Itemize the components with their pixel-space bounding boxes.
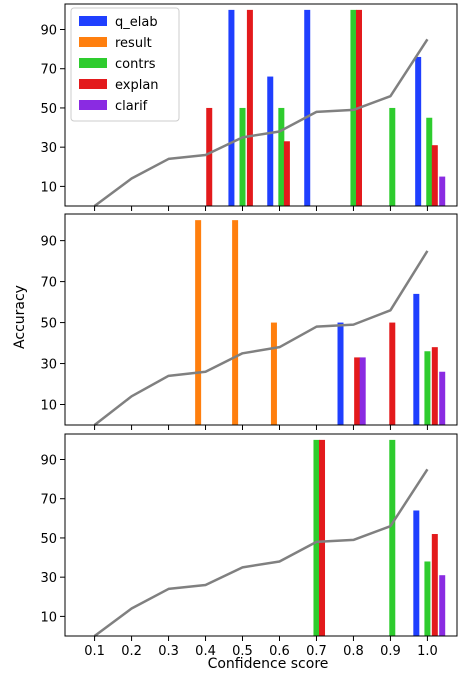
panel-2: 10 30 50 70 90 [40,213,458,430]
x-axis-label: Confidence score [208,656,329,672]
x-tick-label: 0.4 [195,644,216,659]
y-tick-label: 30 [40,358,57,373]
x-tick-label: 0.8 [343,644,364,659]
bar-result [232,220,239,425]
bar-contrs [424,351,431,425]
y-tick-label: 30 [40,141,57,156]
x-tick-label: 0.6 [269,644,290,659]
legend-box [70,7,180,122]
y-tick-label: 90 [40,23,57,38]
plot-frame [64,433,458,637]
bar-q_elab [337,322,344,425]
bar-clarif [359,357,366,425]
accuracy-line [93,38,429,208]
x-tick-label: 0.9 [380,644,401,659]
panel-1: 10 30 50 70 90 [40,3,458,211]
x-tick-label: 1.0 [417,644,438,659]
x-tick-label: 0.5 [232,644,253,659]
bar-contrs [389,439,396,636]
bar-clarif [439,575,446,636]
bar-explan [431,145,438,206]
y-tick-label: 30 [40,571,57,586]
legend-label-result: result [115,36,152,51]
legend-label-explan: explan [115,78,159,93]
legend-swatch-clarif [79,100,107,110]
x-tick-label: 0.1 [84,644,105,659]
y-tick-label: 70 [40,493,57,508]
panels-layer: 10 30 50 70 90 10 30 50 70 90 10 30 50 70 90 0.1 0.2 0.3 0… [40,3,458,659]
y-tick-label: 90 [40,453,57,468]
bar-contrs [313,439,320,636]
legend-label-clarif: clarif [115,99,148,114]
bar-explan [283,141,290,206]
legend-swatch-q_elab [79,16,107,26]
bar-q_elab [413,293,420,425]
bar-explan [246,9,253,206]
bar-explan [431,534,438,636]
bar-q_elab [267,76,274,206]
bar-contrs [350,9,357,206]
bar-explan [354,357,361,425]
bar-result [195,220,202,425]
y-tick-label: 10 [40,180,57,195]
bar-explan [431,347,438,425]
y-tick-label: 10 [40,399,57,414]
bar-contrs [278,107,285,206]
bar-explan [319,439,326,636]
y-tick-label: 50 [40,102,57,117]
bar-q_elab [304,9,311,206]
bar-contrs [239,107,246,206]
legend-swatch-result [79,37,107,47]
accuracy-line [93,468,429,638]
legend-label-q_elab: q_elab [115,15,158,30]
y-axis-label: Accuracy [12,285,28,349]
y-tick-label: 70 [40,63,57,78]
bar-explan [206,107,213,206]
bar-contrs [426,117,433,206]
y-tick-label: 70 [40,276,57,291]
plot-frame [64,3,458,207]
bar-contrs [424,561,431,636]
legend-swatch-contrs [79,58,107,68]
legend-swatch-explan [79,79,107,89]
accuracy-line [93,250,429,426]
plot-frame [64,213,458,426]
legend-label-contrs: contrs [115,57,156,72]
bar-contrs [389,107,396,206]
bar-q_elab [415,56,422,207]
bar-clarif [439,176,446,206]
y-tick-label: 10 [40,610,57,625]
x-tick-label: 0.2 [121,644,142,659]
bar-clarif [439,371,446,425]
bar-q_elab [413,510,420,636]
bar-q_elab [228,9,235,206]
x-tick-label: 0.7 [306,644,327,659]
y-tick-label: 50 [40,532,57,547]
bar-result [270,322,277,425]
bar-explan [389,322,396,425]
panel-3: 10 30 50 70 90 0.1 0.2 0.3 0.4 0.5 0.6 0.7 0.8 0.9 1.0 [40,433,458,659]
x-tick-label: 0.3 [158,644,179,659]
y-tick-label: 50 [40,317,57,332]
y-tick-label: 90 [40,235,57,250]
